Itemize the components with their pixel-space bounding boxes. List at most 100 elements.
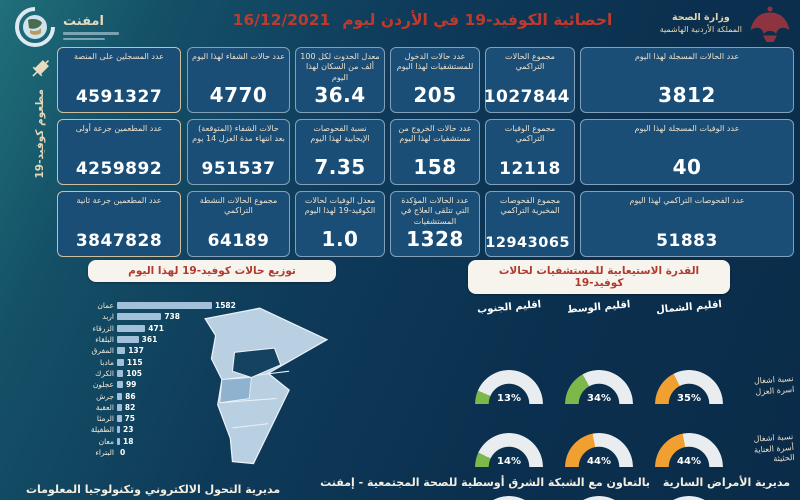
governorate-value: 86 [125,391,136,401]
stat-card-label: عدد حالات الشفاء لهذا اليوم [192,52,285,61]
governorate-value: 137 [128,346,144,356]
emphnet-tagline-bar [63,32,119,35]
gauge-cell: 34% [554,359,644,415]
bar-row: عجلون 99 [28,379,268,390]
distribution-title: توزيع حالات كوفيد-19 لهذا اليوم [88,260,336,282]
jordan-map [186,304,344,476]
governorate-bar [117,437,120,445]
governorate-bar [117,381,123,389]
stat-card: عدد الفحوصات التراكمي لهذا اليوم 51883 [580,191,794,257]
gauge-value: 44% [677,456,701,467]
stat-card-value: 40 [672,155,702,179]
capacity-gauge: 22% [565,496,633,500]
stat-card-label: عدد الوفيات المسجلة لهذا اليوم [634,124,740,133]
capacity-gauge: 44% [565,433,633,467]
vaccination-card-value: 4591327 [75,87,163,107]
governorate-value: 75 [124,414,135,424]
governorate-value: 0 [120,448,126,457]
vaccination-card-label: عدد المسجلين على المنصة [74,52,164,61]
page-title: احصائية الكوفيد-19 في الأردن ليوم [342,11,613,29]
governorate-value: 738 [164,312,180,322]
stat-card-label: معدل الوفيات لحالات الكوفيد-19 لهذا اليو… [304,196,376,216]
governorate-bar [117,403,122,411]
bar-row: اربد 738 [28,311,268,322]
bar-row: البتراء 0 [28,447,268,458]
vaccination-strip: مطعوم كوفيد-19 [29,47,51,257]
bar-row: الطفيلة 23 [28,424,268,435]
capacity-gauge: 25% [655,496,723,500]
report-date: 16/12/2021 [232,11,331,29]
vaccination-card-value: 3847828 [75,231,163,251]
capacity-gauge: 34% [565,370,633,404]
bar-row: الكرك 105 [28,368,268,379]
governorate-bar [117,302,212,310]
governorate-label: اربد [102,312,114,322]
governorate-label: العقبة [95,402,114,412]
footer-cooperation-note: بالتعاون مع الشبكة الشرق أوسطية للصحة ال… [320,476,650,489]
stat-card: مجموع الحالات التراكمي 1027844 [484,47,575,113]
capacity-row-label: نسبة اشغال أسرة العناية الحثيثة [753,431,795,464]
capacity-row-label: نسبة اشغال اسرة العزل [753,374,795,397]
stat-card-value: 7.35 [314,155,366,179]
stat-card-label: مجموع الفحوصات المخبرية التراكمي [499,196,561,216]
gauge-value: 44% [587,456,611,467]
governorate-value: 1582 [215,301,236,311]
governorate-label: البتراء [95,448,114,457]
stat-card-value: 3812 [658,83,716,107]
governorate-bar-chart: عمان 1582 اربد 738 الزرقاء 471 البلقاء 361 المفر… [28,300,268,458]
region-name: اقليم الجنوب [476,298,542,316]
governorate-value: 471 [148,323,164,333]
stats-grid: عدد الحالات المسجلة لهذا اليوم 3812 مجموع … [187,47,794,257]
governorate-label: الزرقاء [92,323,114,333]
gauge-arc [475,496,543,500]
stat-card: مجموع الفحوصات المخبرية التراكمي 12943065 [485,191,575,257]
syringe-icon [32,59,50,77]
bar-row: معان 18 [28,436,268,447]
stat-card-value: 12943065 [485,235,570,251]
stat-card-value: 1.0 [321,227,359,251]
stat-card-label: معدل الحدوث لكل 100 ألف من السكان لهذا ا… [300,52,380,82]
governorate-label: معان [98,436,114,446]
governorate-value: 18 [123,436,134,446]
governorate-value: 105 [126,368,142,378]
stat-card-value: 4770 [209,83,268,107]
vaccination-card: عدد المطعمين جرعة ثانية 3847828 [57,191,181,257]
governorate-value: 99 [125,380,137,390]
capacity-gauge: 14% [475,433,543,467]
governorate-label: مادبا [99,357,114,367]
stat-card-value: 64189 [207,231,270,251]
bar-row: البلقاء 361 [28,334,268,345]
governorate-bar [117,426,120,434]
governorate-label: الرمثا [96,414,114,424]
gauge-cell: 25% [644,485,734,500]
region-name: اقليم الشمال [655,298,723,316]
stat-card-value: 12118 [499,159,561,179]
governorate-bar [117,324,146,332]
gauge-arc [655,496,723,500]
stat-card-label: عدد حالات الدخول للمستشفيات لهذا اليوم [396,52,474,72]
stat-card-label: عدد حالات الخروج من مستشفيات لهذا اليوم [398,124,472,144]
emphnet-logo: امفنت [14,6,119,48]
capacity-panel: القدرة الاستيعابية للمستشفيات لحالات كوف… [446,260,796,500]
stat-card-label: حالات الشفاء (المتوقعة) بعد انتهاء مدة ا… [192,124,285,144]
bar-row: الرمثا 75 [28,413,268,424]
stat-card-label: عدد الحالات المسجلة لهذا اليوم [634,52,740,61]
stat-card: مجموع الوفيات التراكمي 12118 [485,119,575,185]
gauge-value: 13% [497,393,521,404]
stat-card: عدد حالات الخروج من مستشفيات لهذا اليوم 1… [390,119,480,185]
stat-card: عدد الحالات المسجلة لهذا اليوم 3812 [580,47,794,113]
distribution-panel: توزيع حالات كوفيد-19 لهذا اليوم عمان 1582… [18,260,450,475]
stat-card: نسبة الفحوصات الإيجابية لهذا اليوم 7.35 [295,119,385,185]
governorate-value: 82 [124,402,136,412]
jordan-map-icon [204,307,329,465]
stat-card: عدد حالات الشفاء لهذا اليوم 4770 [187,47,290,113]
stat-card: مجموع الحالات النشطة التراكمي 64189 [187,191,290,257]
capacity-gauge: 44% [655,433,723,467]
stat-card: معدل الحدوث لكل 100 ألف من السكان لهذا ا… [295,47,385,113]
governorate-label: الطفيلة [90,425,114,435]
bar-row: مادبا 115 [28,356,268,367]
region-header: اقليم الجنوب [464,296,554,318]
governorate-bar [117,347,126,355]
gauge-value: 14% [497,456,521,467]
governorate-bar [117,358,124,366]
